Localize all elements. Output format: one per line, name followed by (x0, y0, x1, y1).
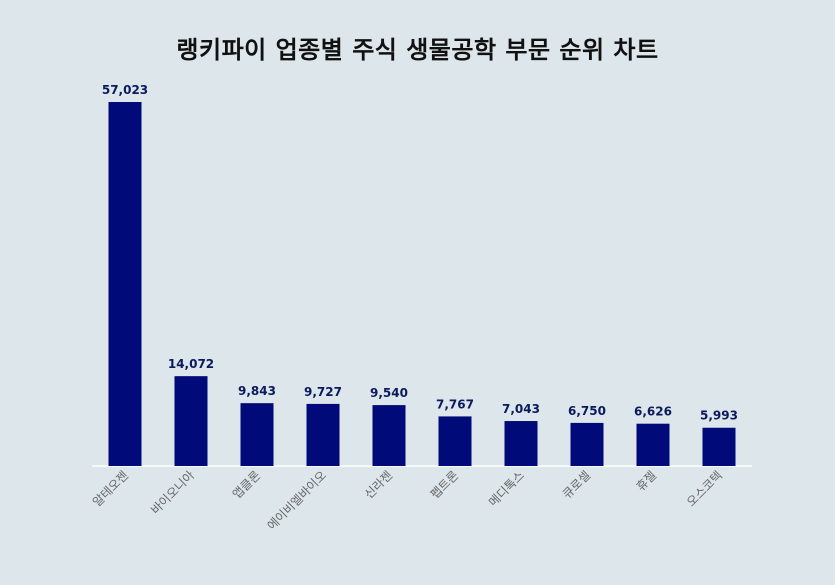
bar (240, 403, 274, 466)
bar (372, 405, 406, 466)
bar (636, 423, 670, 466)
data-label: 57,023 (102, 83, 148, 97)
x-tick-label: 알테오젠 (90, 468, 131, 509)
bar (504, 421, 538, 466)
data-label: 6,626 (634, 405, 672, 419)
x-tick-label: 큐로셀 (560, 468, 593, 501)
data-label: 14,072 (168, 357, 214, 371)
x-tick-label: 펩트론 (428, 468, 461, 501)
data-label: 7,043 (502, 402, 540, 416)
data-label: 6,750 (568, 404, 606, 418)
data-label: 5,993 (700, 409, 738, 423)
chart-title: 랭키파이 업종별 주식 생물공학 부문 순위 차트 (176, 36, 659, 64)
x-tick-label: 오스코텍 (684, 468, 725, 509)
data-label: 9,727 (304, 385, 342, 399)
x-tick-label: 에이비엘바이오 (265, 468, 330, 533)
bar (438, 416, 472, 466)
x-tick-label: 앱클론 (230, 468, 263, 501)
data-label: 7,767 (436, 397, 474, 411)
x-tick-label: 휴젤 (634, 468, 660, 494)
bar (306, 403, 340, 466)
x-tick-label: 메디톡스 (486, 468, 527, 509)
x-tick-label: 바이오니아 (148, 468, 197, 517)
bar (108, 102, 142, 466)
x-tick-label: 신라젠 (362, 468, 395, 501)
bar (702, 427, 736, 466)
bar (570, 422, 604, 466)
bar (174, 376, 208, 466)
data-label: 9,843 (238, 384, 276, 398)
data-label: 9,540 (370, 386, 408, 400)
